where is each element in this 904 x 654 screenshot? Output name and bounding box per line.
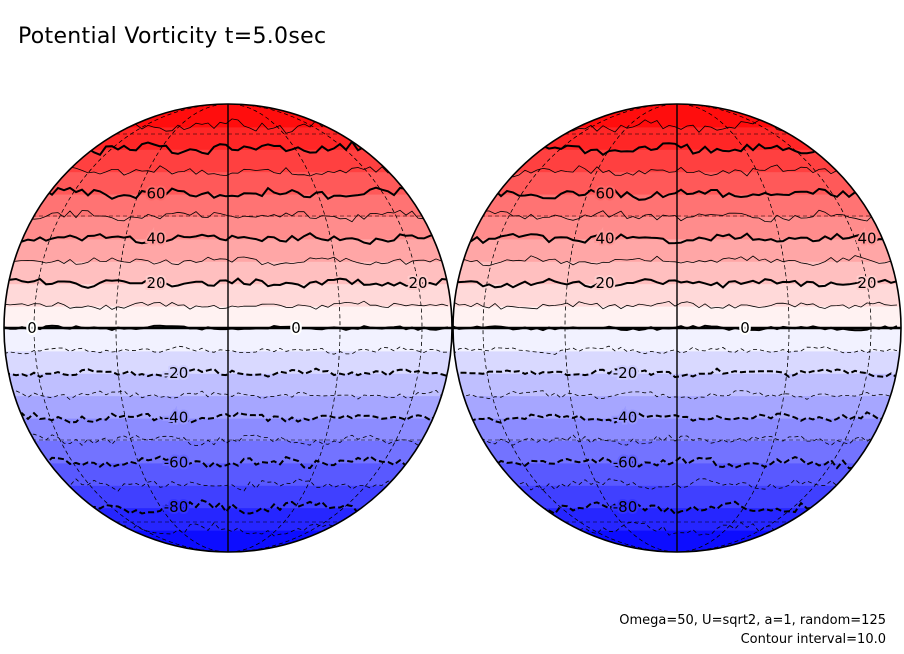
contour-line: [4, 277, 449, 289]
contour-line: [4, 478, 449, 492]
globe-fill: [4, 104, 452, 552]
contour-line: [4, 389, 449, 400]
contour-label: 20: [146, 274, 165, 292]
contour-label: 20: [408, 274, 427, 292]
contour-line: [453, 232, 898, 246]
contour-line: [453, 345, 898, 355]
contour-line: [453, 164, 898, 178]
contour-line: [453, 434, 898, 446]
contour-line: [453, 209, 898, 223]
contour-line: [4, 345, 449, 355]
globe-fill: [453, 104, 901, 552]
contour-line: [4, 300, 449, 310]
contour-label: -80: [613, 498, 638, 516]
contour-label: -40: [164, 409, 189, 427]
contour-label: 0: [27, 319, 37, 337]
chart-title: Potential Vorticity t=5.0sec: [18, 24, 327, 49]
contour-line: [4, 209, 449, 223]
contour-line: [4, 232, 449, 245]
contour-label: -40: [613, 409, 638, 427]
contour-label: 0: [291, 319, 301, 337]
contour-label: -20: [164, 364, 189, 382]
globe-left: 60 40 20 20 0 0 -20 -40 -60 -80: [3, 103, 453, 553]
contour-line: [4, 256, 449, 266]
contour-line: [4, 164, 449, 177]
contour-line: [4, 411, 449, 425]
contour-line: [4, 367, 449, 379]
contour-label: -20: [613, 364, 638, 382]
contour-label: 20: [595, 274, 614, 292]
globe-outline: [452, 103, 902, 553]
contour-line: [453, 478, 898, 492]
contour-label: 40: [857, 229, 876, 247]
contour-interval-note: Contour interval=10.0: [740, 632, 886, 647]
globe-right: 60 40 40 20 20 0 -20 -40 -60 -80: [452, 103, 902, 553]
contour-label: 40: [146, 229, 165, 247]
contour-label: -60: [613, 453, 638, 471]
contour-label: 20: [857, 274, 876, 292]
contour-line: [453, 455, 898, 470]
contour-line: [453, 300, 898, 310]
contour-label: -80: [164, 498, 189, 516]
globe-outline: [3, 103, 453, 553]
contour-label: 60: [595, 185, 614, 203]
parameters-note: Omega=50, U=sqrt2, a=1, random=125: [619, 613, 886, 628]
contour-line: [453, 367, 898, 379]
contour-label: -60: [164, 453, 189, 471]
contour-label: 40: [595, 229, 614, 247]
contour-line: [453, 390, 898, 400]
contour-line: [453, 277, 898, 289]
contour-line: [453, 186, 898, 201]
contour-line: [4, 186, 449, 201]
contour-line: [453, 255, 898, 267]
contour-line: [453, 411, 898, 424]
contour-label: 0: [740, 319, 750, 337]
contour-line: [4, 455, 449, 470]
contour-label: 60: [146, 185, 165, 203]
